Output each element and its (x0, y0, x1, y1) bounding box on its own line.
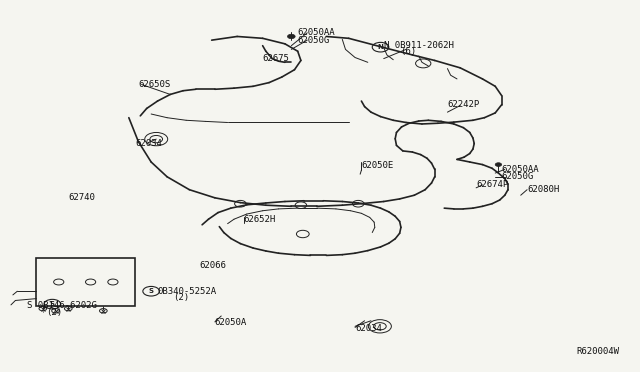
Text: 62242P: 62242P (447, 100, 480, 109)
Text: 62080H: 62080H (527, 185, 559, 194)
Circle shape (287, 34, 295, 39)
Text: 62050AA: 62050AA (298, 28, 335, 37)
Text: 62050G: 62050G (502, 172, 534, 181)
Text: 62066: 62066 (199, 261, 226, 270)
Text: 62034: 62034 (355, 324, 382, 333)
Text: 62675: 62675 (262, 54, 289, 63)
Text: 62674P: 62674P (476, 180, 508, 189)
Text: 0B340-5252A: 0B340-5252A (157, 287, 216, 296)
Text: S: S (148, 288, 154, 294)
Text: 62050A: 62050A (215, 318, 247, 327)
Text: 62034: 62034 (135, 139, 162, 148)
Text: 62050AA: 62050AA (502, 165, 540, 174)
Text: 62740: 62740 (68, 193, 95, 202)
Text: R620004W: R620004W (577, 347, 620, 356)
Text: 62050E: 62050E (362, 161, 394, 170)
Text: (2): (2) (46, 308, 62, 317)
Text: 62652H: 62652H (244, 215, 276, 224)
Text: 62050G: 62050G (298, 36, 330, 45)
Text: 62650S: 62650S (138, 80, 171, 89)
Text: (6): (6) (399, 47, 416, 56)
Text: N: N (378, 44, 383, 50)
Text: S 0B146-6202G: S 0B146-6202G (27, 301, 97, 311)
Text: S: S (50, 301, 55, 307)
Text: (2): (2) (173, 293, 189, 302)
Text: N 0B911-2062H: N 0B911-2062H (384, 41, 454, 50)
Circle shape (495, 163, 502, 166)
